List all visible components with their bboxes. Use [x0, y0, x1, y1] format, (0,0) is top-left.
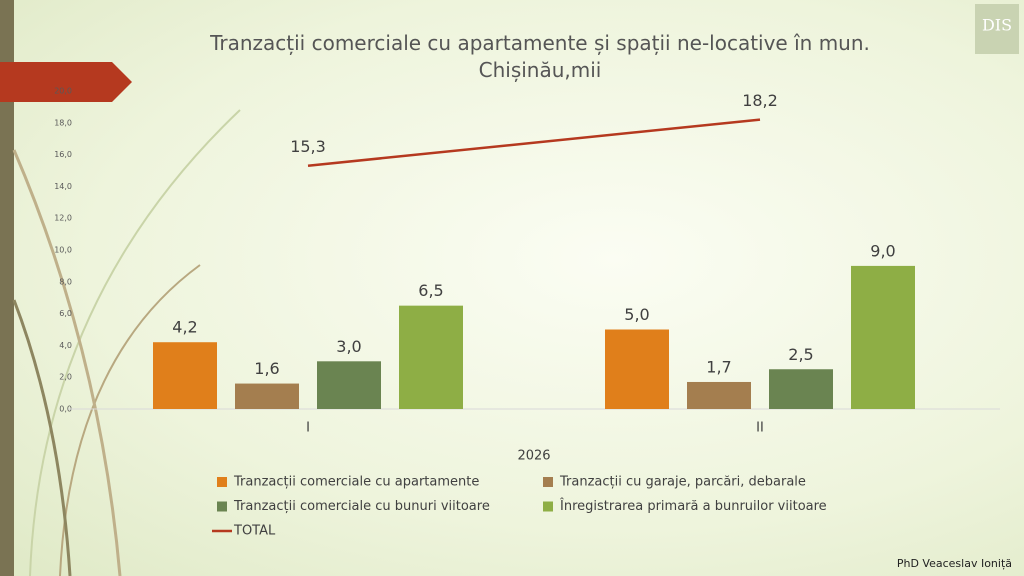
- y-tick-label: 18,0: [54, 118, 72, 127]
- y-tick-label: 4,0: [59, 341, 72, 350]
- bar: [851, 265, 915, 409]
- legend-label: Tranzacții comerciale cu bunuri viitoare: [233, 499, 490, 514]
- legend-marker: [217, 477, 227, 487]
- x-axis-label: 2026: [517, 449, 550, 464]
- x-tick-label: I: [306, 421, 310, 436]
- bar: [235, 383, 299, 409]
- legend-marker: [543, 501, 553, 512]
- decor-curve: [59, 264, 201, 576]
- decor-curve: [12, 149, 122, 576]
- legend-label: Tranzacții comerciale cu apartamente: [233, 475, 479, 490]
- value-label: 5,0: [624, 305, 649, 324]
- line: [307, 118, 761, 167]
- value-label: 18,2: [742, 91, 778, 110]
- chart-title: Tranzacții comerciale cu apartamente și …: [210, 31, 870, 82]
- legend-marker: [217, 501, 227, 512]
- bar: [605, 329, 669, 409]
- legend-label: TOTAL: [233, 524, 276, 539]
- decor-curve: [12, 299, 72, 576]
- value-label: 2,5: [788, 345, 813, 364]
- decor-curve: [29, 109, 241, 576]
- y-tick-label: 0,0: [59, 405, 72, 414]
- legend-label: Tranzacții cu garaje, parcări, debarale: [559, 475, 806, 490]
- bar: [153, 342, 217, 409]
- side-band: [0, 0, 14, 576]
- y-tick-label: 16,0: [54, 150, 72, 159]
- value-label: 6,5: [418, 281, 443, 300]
- value-label: 1,6: [254, 359, 279, 378]
- y-tick-label: 20,0: [54, 87, 72, 96]
- value-label: 4,2: [172, 318, 197, 337]
- footer: PhD Veaceslav Ioniță: [896, 557, 1012, 570]
- logo-box: [975, 4, 1019, 54]
- logo: DIS: [982, 16, 1012, 35]
- bar: [317, 361, 381, 409]
- y-tick-label: 2,0: [59, 373, 72, 382]
- y-tick-label: 14,0: [54, 182, 72, 191]
- y-tick-label: 10,0: [54, 246, 72, 255]
- y-tick-label: 6,0: [59, 309, 72, 318]
- y-tick-label: 12,0: [54, 214, 72, 223]
- bar: [399, 305, 463, 409]
- x-tick-label: II: [756, 421, 764, 436]
- value-label: 15,3: [290, 137, 326, 156]
- value-label: 1,7: [706, 357, 731, 376]
- value-label: 9,0: [870, 241, 895, 260]
- red-arrow: [0, 62, 132, 102]
- bar: [687, 381, 751, 409]
- y-tick-label: 8,0: [59, 277, 72, 286]
- bar: [769, 369, 833, 409]
- legend-marker: [543, 477, 553, 487]
- legend-label: Înregistrarea primară a bunruilor viitoa…: [559, 498, 827, 514]
- value-label: 3,0: [336, 337, 361, 356]
